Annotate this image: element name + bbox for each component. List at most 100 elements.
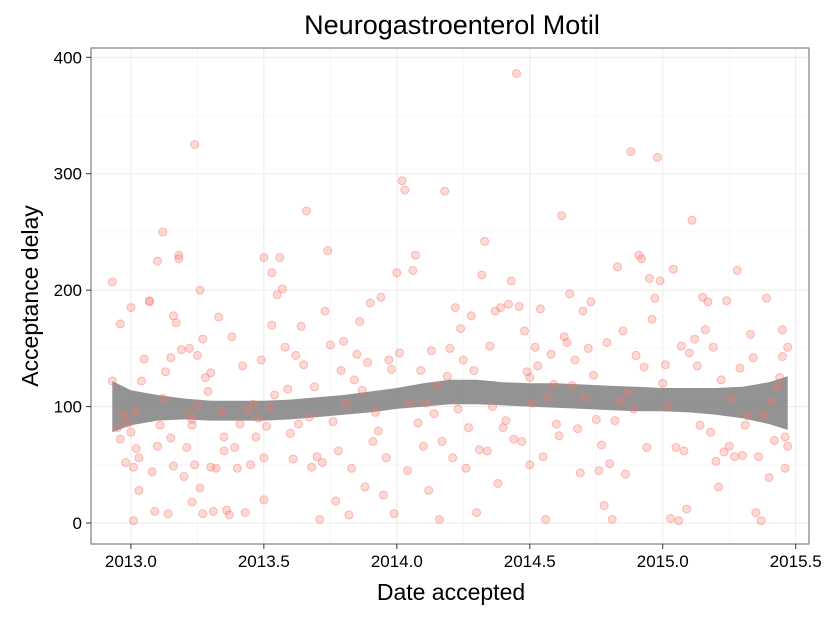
data-point xyxy=(153,256,162,266)
data-point xyxy=(339,336,349,346)
data-point xyxy=(373,426,383,436)
data-point xyxy=(692,361,702,371)
data-point xyxy=(668,264,678,274)
y-tick-label: 400 xyxy=(54,48,82,67)
data-point xyxy=(219,446,229,456)
data-point xyxy=(134,453,144,463)
data-point xyxy=(304,412,314,422)
data-point xyxy=(597,440,607,450)
y-axis: 0 100 200 300 400 xyxy=(54,48,91,533)
data-point xyxy=(629,404,638,414)
data-point xyxy=(586,297,596,307)
data-point xyxy=(368,437,378,446)
data-point xyxy=(477,270,487,280)
data-point xyxy=(434,515,444,524)
plot-panel xyxy=(90,47,810,545)
data-point xyxy=(493,479,503,488)
data-point xyxy=(676,341,686,351)
data-point xyxy=(262,421,271,431)
data-point xyxy=(589,370,599,380)
data-point xyxy=(652,152,662,162)
data-point xyxy=(525,460,535,470)
data-points xyxy=(107,69,793,526)
data-point xyxy=(363,357,373,367)
data-point xyxy=(113,423,123,433)
data-point xyxy=(429,409,439,419)
data-point xyxy=(320,306,330,316)
data-point xyxy=(780,432,790,442)
data-point xyxy=(727,394,737,403)
data-point xyxy=(251,432,261,442)
x-tick-label: 2013.0 xyxy=(105,552,157,571)
data-point xyxy=(403,466,412,476)
data-point xyxy=(291,350,301,360)
data-point xyxy=(639,362,649,372)
data-point xyxy=(355,317,365,327)
data-point xyxy=(525,373,535,382)
data-point xyxy=(272,290,282,300)
data-point xyxy=(275,253,285,263)
data-point xyxy=(129,516,138,526)
data-point xyxy=(690,334,700,344)
data-point xyxy=(730,452,739,462)
data-point xyxy=(134,485,144,495)
data-point xyxy=(517,437,527,446)
data-point xyxy=(288,454,298,464)
data-point xyxy=(557,211,567,221)
data-point xyxy=(456,324,466,334)
data-point xyxy=(222,505,232,515)
data-point xyxy=(405,398,415,408)
data-point xyxy=(301,206,311,216)
data-point xyxy=(379,490,388,500)
data-point xyxy=(610,416,620,426)
data-point xyxy=(716,375,726,385)
data-point xyxy=(243,405,253,415)
data-point xyxy=(344,510,354,520)
data-point xyxy=(216,406,226,416)
data-point xyxy=(198,509,208,519)
data-point xyxy=(259,495,269,505)
data-point xyxy=(224,510,234,520)
data-point xyxy=(121,458,131,467)
data-point xyxy=(349,375,359,385)
data-point xyxy=(195,285,205,295)
data-point xyxy=(166,433,176,443)
data-point xyxy=(679,446,689,456)
data-point xyxy=(131,406,141,416)
data-point xyxy=(176,345,186,355)
data-point xyxy=(605,459,615,469)
data-point xyxy=(520,326,529,336)
data-point xyxy=(424,485,434,495)
data-point xyxy=(501,416,511,426)
data-point xyxy=(732,265,742,275)
data-point xyxy=(764,473,774,483)
data-point xyxy=(687,215,697,225)
x-tick-label: 2014.0 xyxy=(371,552,423,571)
data-point xyxy=(759,410,769,420)
x-tick-label: 2015.5 xyxy=(770,552,822,571)
data-point xyxy=(480,236,490,246)
data-point xyxy=(184,343,194,353)
data-point xyxy=(437,437,447,446)
data-point xyxy=(783,441,793,451)
data-point xyxy=(195,483,205,493)
data-point xyxy=(440,186,450,196)
data-point xyxy=(206,368,216,378)
data-point xyxy=(336,366,346,375)
data-point xyxy=(565,289,575,299)
data-point xyxy=(333,446,343,456)
data-point xyxy=(756,516,766,526)
data-point xyxy=(190,140,200,150)
data-point xyxy=(214,312,224,322)
data-point xyxy=(129,462,138,472)
data-point xyxy=(514,302,524,311)
data-point xyxy=(107,376,117,386)
data-point xyxy=(735,363,745,373)
data-point xyxy=(219,432,229,442)
data-point xyxy=(365,298,375,308)
data-point xyxy=(650,293,660,303)
x-tick-label: 2015.0 xyxy=(637,552,689,571)
data-point xyxy=(392,268,402,278)
data-point xyxy=(331,496,341,506)
data-point xyxy=(395,348,404,358)
